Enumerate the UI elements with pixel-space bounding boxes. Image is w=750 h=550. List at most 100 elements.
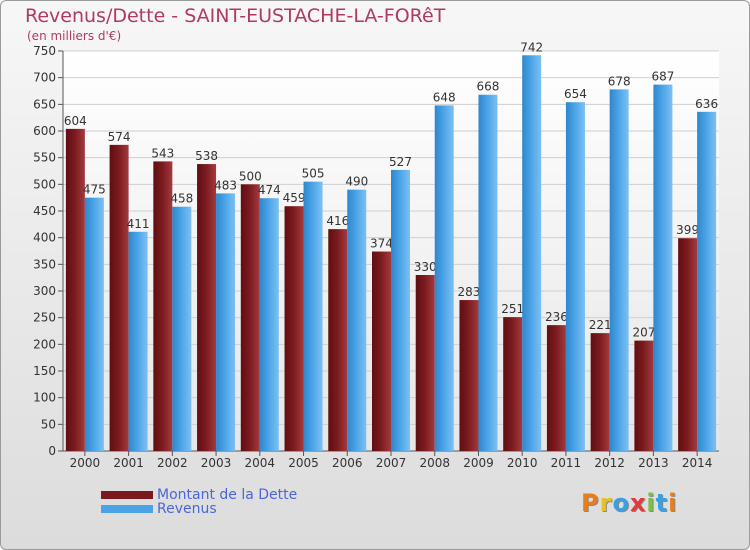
bar-revenus-2005 — [303, 181, 323, 451]
bar-dette-2011 — [546, 325, 566, 451]
proxiti-logo: Proxiti — [581, 489, 678, 517]
data-label-dette-2001: 574 — [108, 130, 131, 144]
y-tick-label: 250 — [33, 311, 56, 325]
data-label-dette-2010: 251 — [501, 302, 524, 316]
data-label-revenus-2008: 648 — [433, 90, 456, 104]
x-tick-label-2005: 2005 — [288, 456, 319, 470]
legend-swatch-dette — [101, 491, 153, 499]
data-label-revenus-2000: 475 — [83, 183, 106, 197]
bar-revenus-2003 — [216, 193, 236, 451]
y-tick-label: 150 — [33, 364, 56, 378]
bar-revenus-2002 — [172, 206, 192, 451]
data-label-revenus-2001: 411 — [127, 217, 150, 231]
legend-label-revenus: Revenus — [157, 501, 217, 517]
y-tick-label: 300 — [33, 284, 56, 298]
bar-revenus-2012 — [609, 89, 629, 452]
bar-revenus-2004 — [259, 198, 279, 451]
x-tick-label-2003: 2003 — [201, 456, 232, 470]
y-tick-label: 600 — [33, 124, 56, 138]
data-label-dette-2006: 416 — [326, 214, 349, 228]
bar-dette-2012 — [590, 333, 610, 451]
y-tick-label: 400 — [33, 231, 56, 245]
x-tick-label-2010: 2010 — [507, 456, 538, 470]
data-label-revenus-2010: 742 — [520, 40, 543, 54]
bar-revenus-2000 — [84, 197, 104, 451]
y-tick-label: 200 — [33, 337, 56, 351]
data-label-dette-2004: 500 — [239, 169, 262, 183]
data-label-revenus-2011: 654 — [564, 87, 587, 101]
bar-dette-2004 — [240, 184, 260, 452]
data-label-dette-2005: 459 — [283, 191, 306, 205]
x-tick-label-2012: 2012 — [594, 456, 625, 470]
data-label-revenus-2014: 636 — [695, 97, 718, 111]
data-label-dette-2002: 543 — [151, 146, 174, 160]
bar-dette-2005 — [284, 206, 304, 451]
x-tick-label-2014: 2014 — [682, 456, 713, 470]
data-label-dette-2009: 283 — [458, 285, 481, 299]
chart-subtitle: (en milliers d'€) — [27, 29, 122, 43]
bar-revenus-2011 — [565, 102, 585, 451]
x-tick-label-2004: 2004 — [245, 456, 276, 470]
x-tick-label-2013: 2013 — [638, 456, 669, 470]
x-tick-label-2008: 2008 — [419, 456, 450, 470]
data-label-dette-2014: 399 — [676, 223, 699, 237]
data-label-dette-2000: 604 — [64, 114, 87, 128]
data-label-revenus-2006: 490 — [345, 175, 368, 189]
data-label-dette-2013: 207 — [632, 326, 655, 340]
x-tick-label-2006: 2006 — [332, 456, 363, 470]
y-tick-label: 450 — [33, 204, 56, 218]
x-tick-label-2011: 2011 — [551, 456, 582, 470]
legend-swatch-revenus — [101, 505, 153, 513]
x-tick-label-2007: 2007 — [376, 456, 407, 470]
chart-title: Revenus/Dette - SAINT-EUSTACHE-LA-FORêT — [25, 5, 446, 27]
y-tick-label: 350 — [33, 257, 56, 271]
data-label-revenus-2007: 527 — [389, 155, 412, 169]
y-tick-label: 0 — [48, 444, 56, 458]
data-label-revenus-2009: 668 — [477, 80, 500, 94]
bar-dette-2006 — [328, 229, 348, 451]
bar-dette-2007 — [372, 251, 391, 451]
bar-revenus-2009 — [478, 94, 498, 451]
y-tick-label: 650 — [33, 97, 56, 111]
bar-dette-2000 — [65, 128, 85, 451]
y-tick-label: 750 — [33, 44, 56, 58]
data-label-dette-2007: 374 — [370, 237, 393, 251]
x-tick-label-2000: 2000 — [70, 456, 101, 470]
bar-revenus-2008 — [434, 105, 454, 452]
bar-dette-2013 — [634, 340, 654, 451]
y-tick-label: 700 — [33, 71, 56, 85]
bar-dette-2003 — [197, 164, 217, 452]
legend-label-dette: Montant de la Dette — [157, 487, 298, 503]
bar-revenus-2013 — [653, 84, 673, 451]
bar-dette-2001 — [109, 144, 129, 451]
data-label-revenus-2004: 474 — [258, 183, 281, 197]
y-tick-label: 100 — [33, 391, 56, 405]
bar-revenus-2014 — [697, 111, 717, 452]
bar-dette-2014 — [678, 238, 698, 451]
bar-dette-2002 — [153, 161, 173, 451]
y-tick-label: 550 — [33, 151, 56, 165]
bar-dette-2008 — [415, 275, 435, 451]
bar-dette-2009 — [459, 300, 479, 451]
bar-revenus-2007 — [391, 169, 410, 451]
x-tick-label-2002: 2002 — [157, 456, 188, 470]
data-label-revenus-2002: 458 — [170, 192, 193, 206]
bar-revenus-2006 — [347, 189, 367, 451]
y-tick-label: 500 — [33, 177, 56, 191]
data-label-revenus-2012: 678 — [608, 74, 631, 88]
data-label-revenus-2013: 687 — [651, 70, 674, 84]
y-tick-label: 50 — [41, 417, 56, 431]
data-label-dette-2003: 538 — [195, 149, 218, 163]
data-label-revenus-2005: 505 — [302, 167, 325, 181]
x-tick-label-2009: 2009 — [463, 456, 494, 470]
x-tick-label-2001: 2001 — [113, 456, 144, 470]
bar-revenus-2010 — [522, 55, 542, 452]
bar-revenus-2001 — [128, 231, 148, 451]
data-label-revenus-2003: 483 — [214, 178, 237, 192]
data-label-dette-2008: 330 — [414, 260, 437, 274]
bar-dette-2010 — [503, 317, 523, 451]
data-label-dette-2011: 236 — [545, 310, 568, 324]
data-label-dette-2012: 221 — [589, 318, 612, 332]
